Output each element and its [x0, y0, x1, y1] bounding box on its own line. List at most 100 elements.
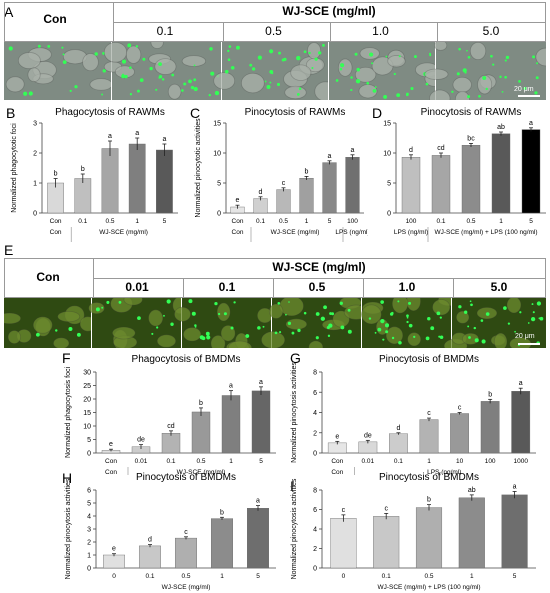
- panel-e-dose-3: 0.5: [308, 280, 326, 294]
- y-tick-label: 20: [83, 397, 91, 404]
- significance-letter: c: [458, 405, 462, 412]
- x-tick-label: 100: [485, 458, 496, 465]
- x-tick-label: 0.5: [424, 573, 433, 580]
- significance-letter: d: [259, 189, 263, 196]
- y-tick-label: 0: [313, 566, 317, 573]
- x-tick-label: Con: [331, 458, 343, 465]
- y-tick-label: 25: [83, 383, 91, 390]
- y-tick-label: 2: [313, 430, 317, 437]
- bar: [128, 143, 146, 214]
- y-tick-label: 3: [87, 527, 91, 534]
- x-group-label: WJ-SCE (mg/ml) + LPS (100 ng/ml): [434, 229, 537, 236]
- panel-label-h: H: [62, 470, 73, 486]
- panel-e-scale-bar-label: 20 μm: [515, 333, 535, 340]
- x-group-label: LPS (ng/ml): [335, 229, 368, 236]
- significance-letter: c: [282, 180, 286, 187]
- panel-a-header: [4, 2, 546, 43]
- chart-title: Pinocytosis of RAWMs: [245, 107, 346, 118]
- y-tick-label: 4: [313, 410, 317, 417]
- x-group-label: WJ-SCE (mg/ml) + LPS (100 ng/ml): [377, 584, 480, 591]
- x-tick-label: 1: [499, 218, 503, 225]
- y-axis-label: Normalized phagocytosis foci: [65, 367, 72, 458]
- chart-title: Phagocytosis of RAWMs: [55, 107, 165, 118]
- significance-letter: c: [384, 505, 388, 512]
- y-tick-label: 4: [313, 527, 317, 534]
- significance-letter: c: [427, 410, 431, 417]
- y-tick-label: 1: [87, 553, 91, 560]
- bar: [101, 148, 119, 214]
- panel-a-dose-1: 0.1: [156, 24, 174, 38]
- y-tick-label: 2: [87, 540, 91, 547]
- chart-title: Pinocytosis of BMDMs: [136, 472, 236, 483]
- chart-title: Pinocytosis of BMDMs: [379, 472, 479, 483]
- panel-label-c: C: [190, 105, 201, 121]
- x-tick-label: 0.01: [362, 458, 375, 465]
- x-group-label: WJ-SCE (mg/ml): [162, 584, 211, 591]
- y-tick-label: 0: [313, 451, 317, 458]
- x-group-label: Con: [50, 229, 62, 236]
- x-tick-label: 0.1: [166, 458, 175, 465]
- chart-h: Pinocytosis of BMDMs Normalized pinocytos…: [65, 472, 276, 591]
- significance-letter: b: [199, 400, 203, 407]
- chart-b: Phagocytosis of RAWMs Normalized phagocyt…: [11, 107, 178, 242]
- x-tick-label: 0: [112, 573, 116, 580]
- panel-label-g: G: [290, 350, 301, 366]
- bar: [299, 177, 314, 214]
- x-group-label: Con: [232, 229, 244, 236]
- panel-label-a: A: [4, 4, 14, 20]
- y-tick-label: 6: [313, 507, 317, 514]
- x-tick-label: 1: [305, 218, 309, 225]
- panel-e-con-label: Con: [36, 270, 60, 284]
- x-tick-label: 0.1: [394, 458, 403, 465]
- x-group-label: WJ-SCE (mg/ml): [271, 229, 320, 236]
- significance-letter: de: [364, 432, 372, 439]
- bar: [330, 518, 357, 569]
- panel-label-i: I: [290, 478, 294, 494]
- chart-f: Phagocytosis of BMDMs Normalized phagocyt…: [65, 354, 276, 475]
- significance-letter: e: [109, 441, 113, 448]
- y-tick-label: 5: [387, 181, 391, 188]
- x-tick-label: 1: [220, 573, 224, 580]
- bar: [251, 390, 271, 454]
- significance-letter: ab: [497, 124, 505, 131]
- chart-title: Pinocytosis of RAWMs: [421, 107, 522, 118]
- x-group-label: WJ-SCE (mg/ml): [99, 229, 148, 236]
- significance-letter: b: [427, 497, 431, 504]
- y-tick-label: 0: [33, 211, 37, 218]
- y-tick-label: 0: [217, 211, 221, 218]
- bar: [221, 395, 241, 454]
- y-axis-label: Normalized pinocytosis activities: [65, 478, 72, 579]
- panel-label-f: F: [62, 350, 71, 366]
- x-tick-label: 0.1: [256, 218, 265, 225]
- significance-letter: d: [409, 147, 413, 154]
- bar: [358, 441, 378, 454]
- significance-letter: a: [108, 133, 112, 140]
- significance-letter: b: [54, 171, 58, 178]
- panel-label-b: B: [6, 105, 16, 121]
- y-tick-label: 30: [83, 370, 91, 377]
- x-tick-label: 0.1: [145, 573, 154, 580]
- y-tick-label: 3: [33, 121, 37, 128]
- x-tick-label: 1: [135, 218, 139, 225]
- bar: [431, 155, 451, 214]
- significance-letter: ab: [468, 487, 476, 494]
- x-tick-label: 0.5: [181, 573, 190, 580]
- y-tick-label: 15: [213, 121, 221, 128]
- significance-letter: a: [513, 483, 517, 490]
- x-tick-label: 10: [456, 458, 464, 465]
- significance-letter: a: [328, 153, 332, 160]
- bar: [501, 494, 528, 569]
- bar: [450, 413, 469, 454]
- bar: [389, 433, 408, 454]
- bar: [276, 189, 291, 214]
- micrograph-tile: [213, 42, 337, 100]
- y-tick-label: 0: [387, 211, 391, 218]
- y-axis-label: Normalized pinocytosis activities: [291, 362, 298, 463]
- bar: [74, 178, 92, 214]
- x-group-label: Con: [105, 469, 117, 475]
- significance-letter: c: [342, 507, 346, 514]
- bar: [480, 401, 500, 454]
- panel-e-micrographs: [4, 298, 546, 348]
- chart-title: Pinocytosis of BMDMs: [379, 354, 479, 365]
- x-tick-label: 1000: [513, 458, 528, 465]
